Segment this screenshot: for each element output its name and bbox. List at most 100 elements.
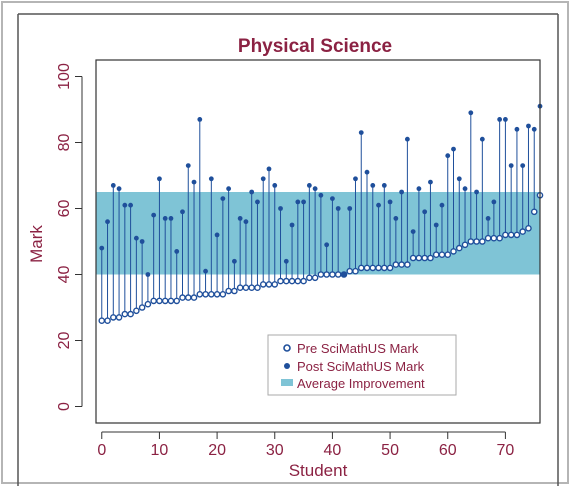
- post-mark-point: [439, 202, 445, 208]
- pre-mark-point: [127, 310, 134, 318]
- pre-mark-point: [277, 277, 284, 285]
- post-mark-point: [168, 216, 174, 221]
- post-mark-point: [249, 189, 255, 195]
- pre-mark-point: [271, 281, 279, 288]
- post-mark-point: [514, 126, 520, 132]
- pre-mark-point: [104, 317, 111, 325]
- pre-mark-point: [311, 274, 319, 282]
- post-mark-point: [312, 186, 318, 192]
- pre-mark-point: [467, 238, 475, 245]
- post-mark-point: [416, 186, 422, 192]
- pre-mark-point: [519, 228, 527, 235]
- x-tick-label: 70: [497, 442, 515, 459]
- pre-mark-point: [502, 231, 509, 239]
- post-mark-point: [422, 209, 428, 215]
- post-mark-point: [451, 146, 456, 152]
- pre-mark-point: [461, 241, 469, 249]
- pre-mark-point: [138, 304, 146, 311]
- y-tick-label: 0: [56, 402, 73, 411]
- post-mark-point: [266, 166, 272, 172]
- post-mark-point: [162, 216, 168, 221]
- pre-mark-point: [306, 274, 313, 282]
- legend-band-swatch: [281, 379, 293, 386]
- post-mark-point: [404, 136, 410, 142]
- pre-mark-point: [202, 290, 209, 298]
- post-mark-point: [520, 163, 526, 169]
- pre-mark-point: [386, 264, 394, 272]
- pre-mark-point: [300, 277, 307, 285]
- pre-mark-point: [346, 267, 354, 275]
- post-mark-point: [99, 245, 105, 251]
- post-mark-point: [180, 209, 185, 215]
- x-tick-label: 30: [266, 442, 284, 459]
- pre-mark-point: [450, 248, 457, 255]
- pre-mark-point: [265, 281, 273, 288]
- pre-mark-point: [357, 264, 365, 272]
- pre-mark-point: [507, 231, 515, 239]
- pre-mark-point: [133, 307, 140, 315]
- pre-mark-point: [323, 271, 330, 278]
- pre-mark-point: [219, 290, 227, 298]
- y-tick-label: 80: [56, 134, 73, 152]
- pre-mark-point: [421, 254, 428, 262]
- post-mark-point: [278, 206, 283, 211]
- pre-mark-point: [317, 271, 325, 278]
- post-mark-point: [255, 199, 260, 205]
- pre-mark-point: [455, 244, 463, 252]
- post-mark-point: [491, 199, 497, 205]
- pre-mark-point: [196, 290, 204, 298]
- post-mark-point: [203, 268, 208, 274]
- legend-band-label: Average Improvement: [297, 376, 425, 391]
- pre-mark-point: [427, 254, 434, 262]
- post-mark-point: [433, 222, 439, 228]
- pre-mark-point: [254, 284, 261, 292]
- pre-mark-point: [432, 251, 440, 258]
- post-mark-point: [531, 126, 537, 132]
- post-mark-point: [364, 169, 370, 175]
- post-mark-point: [133, 235, 139, 241]
- pre-mark-point: [190, 294, 198, 301]
- post-mark-point: [335, 206, 341, 211]
- post-mark-point: [231, 258, 237, 264]
- x-tick-label: 60: [439, 442, 457, 459]
- pre-mark-point: [381, 264, 388, 272]
- post-mark-point: [122, 202, 128, 208]
- legend: Pre SciMathUS Mark Post SciMathUS Mark A…: [267, 334, 457, 396]
- pre-mark-point: [294, 277, 302, 285]
- post-mark-point: [289, 222, 295, 228]
- pre-mark-point: [288, 277, 296, 285]
- post-mark-point: [145, 272, 151, 277]
- post-mark-point: [197, 117, 203, 122]
- post-mark-point: [226, 186, 232, 192]
- y-tick-label: 100: [56, 63, 73, 90]
- post-mark-point: [237, 216, 243, 221]
- x-tick-label: 20: [208, 442, 226, 459]
- post-mark-point: [456, 176, 462, 182]
- y-tick-label: 60: [56, 200, 73, 218]
- post-mark-point: [157, 176, 162, 182]
- pre-mark-point: [184, 294, 192, 301]
- post-mark-point: [376, 202, 381, 208]
- post-mark-point: [260, 176, 266, 182]
- pre-mark-point: [173, 297, 181, 305]
- post-mark-point: [283, 258, 289, 264]
- pre-mark-point: [329, 271, 336, 278]
- pre-mark-point: [109, 314, 117, 321]
- post-mark-point: [306, 183, 312, 188]
- legend-pre-label: Pre SciMathUS Mark: [297, 341, 419, 356]
- post-mark-point: [324, 242, 330, 248]
- legend-post-label: Post SciMathUS Mark: [297, 359, 425, 374]
- legend-post-marker: [284, 363, 290, 369]
- pre-mark-point: [409, 254, 417, 262]
- post-mark-point: [191, 179, 197, 185]
- post-mark-point: [387, 199, 393, 205]
- pre-mark-point: [473, 238, 480, 245]
- pre-mark-point: [484, 234, 492, 242]
- post-mark-point: [393, 216, 399, 221]
- pre-mark-point: [115, 314, 123, 321]
- post-mark-point: [220, 196, 226, 202]
- post-mark-point: [474, 189, 479, 195]
